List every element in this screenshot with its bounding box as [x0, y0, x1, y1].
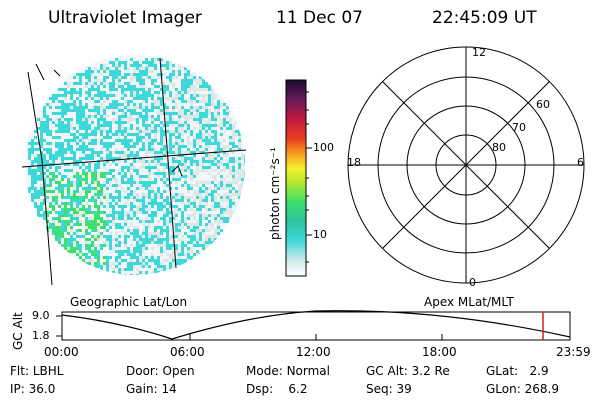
polar-label-18: 18 — [347, 156, 361, 169]
altitude-axis-ticks — [56, 315, 443, 340]
image-time: 22:45:09 UT — [432, 8, 537, 28]
image-date: 11 Dec 07 — [276, 8, 363, 28]
polar-label-0: 0 — [469, 276, 476, 289]
uv-image-disk — [25, 55, 245, 275]
info-seq: Seq: 39 — [366, 382, 412, 396]
info-mode: Mode: Normal — [246, 364, 330, 378]
polar-lat-80: 80 — [492, 141, 506, 154]
polar-grid — [347, 46, 585, 284]
info-dsp: Dsp: 6.2 — [246, 382, 308, 396]
altitude-ytick-1-8: 1.8 — [32, 329, 50, 342]
info-gain: Gain: 14 — [126, 382, 177, 396]
info-flt: Flt: LBHL — [10, 364, 64, 378]
altitude-ylabel: GC Alt — [11, 312, 25, 350]
altitude-xtick-0000: 00:00 — [44, 345, 79, 359]
polar-label-6: 6 — [577, 156, 584, 169]
apex-grid-label: Apex MLat/MLT — [424, 295, 514, 309]
colorbar-tick-10: 10 — [313, 228, 327, 241]
geographic-grid — [21, 57, 247, 286]
colorbar-ticks — [306, 91, 312, 263]
altitude-xtick-1800: 18:00 — [422, 345, 457, 359]
altitude-xtick-2359: 23:59 — [556, 345, 591, 359]
instrument-title: Ultraviolet Imager — [48, 8, 202, 28]
colorbar-tick-100: 100 — [313, 141, 334, 154]
geographic-grid-label: Geographic Lat/Lon — [70, 295, 188, 309]
info-door: Door: Open — [126, 364, 195, 378]
info-glon: GLon: 268.9 — [486, 382, 559, 396]
polar-lat-60: 60 — [536, 98, 550, 111]
info-glat: GLat: 2.9 — [486, 364, 549, 378]
info-ip: IP: 36.0 — [10, 382, 56, 396]
colorbar-unit-label: photon cm⁻²s⁻¹ — [268, 147, 282, 240]
polar-label-12: 12 — [472, 46, 486, 59]
altitude-xtick-0600: 06:00 — [170, 345, 205, 359]
altitude-curve — [61, 310, 571, 340]
polar-lat-70: 70 — [512, 121, 526, 134]
altitude-xtick-1200: 12:00 — [296, 345, 331, 359]
colorbar — [285, 79, 307, 277]
altitude-ytick-9: 9.0 — [32, 309, 50, 322]
info-gc-alt: GC Alt: 3.2 Re — [366, 364, 450, 378]
